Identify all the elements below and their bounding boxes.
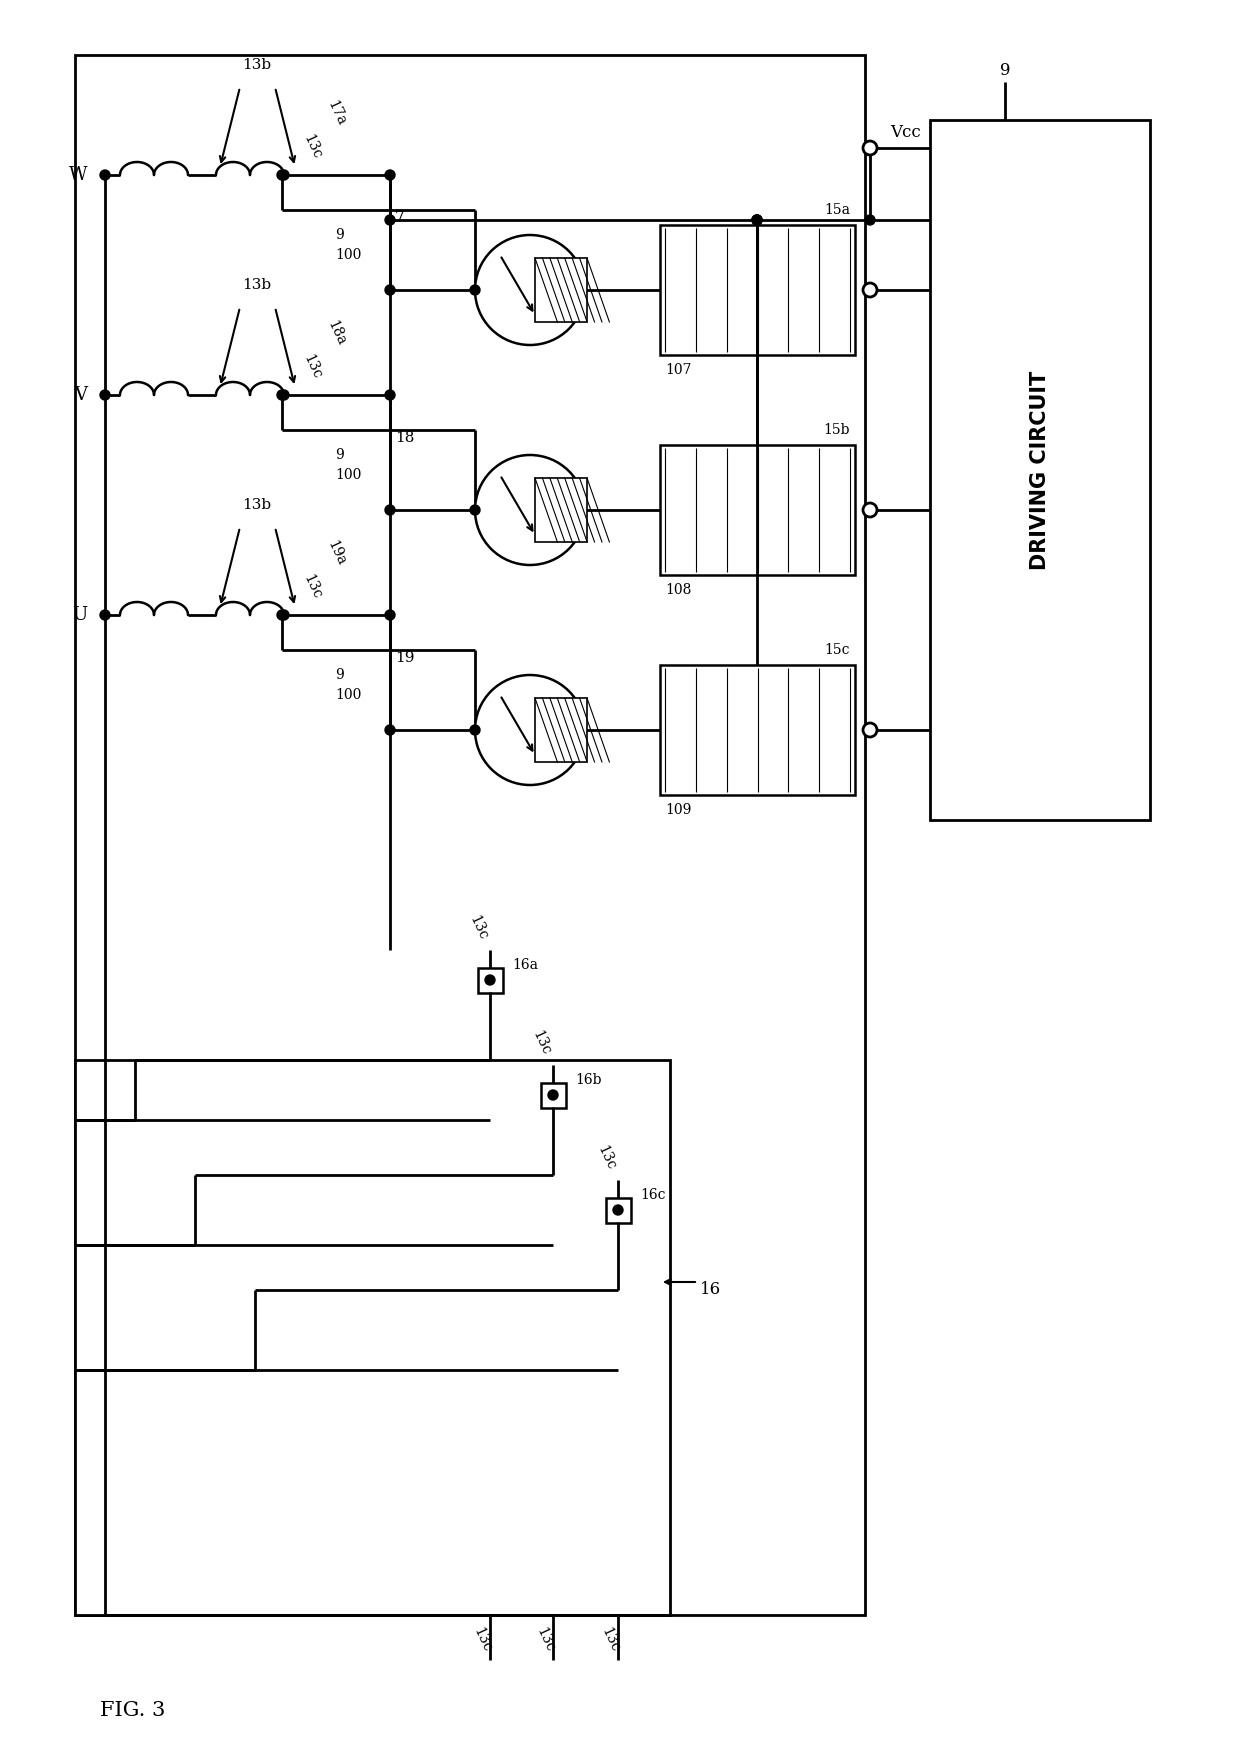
Bar bbox=[660, 666, 856, 795]
Text: 13c: 13c bbox=[529, 1028, 553, 1058]
Bar bbox=[660, 225, 856, 356]
Text: 13c: 13c bbox=[300, 132, 324, 162]
Text: 107: 107 bbox=[665, 363, 692, 376]
Text: 13c: 13c bbox=[300, 572, 324, 601]
Circle shape bbox=[613, 1204, 622, 1215]
Text: 13c: 13c bbox=[598, 1626, 621, 1654]
Circle shape bbox=[470, 725, 480, 736]
Circle shape bbox=[751, 214, 763, 225]
Circle shape bbox=[100, 610, 110, 621]
Circle shape bbox=[384, 505, 396, 514]
Text: 16a: 16a bbox=[512, 959, 538, 973]
Circle shape bbox=[863, 723, 877, 737]
Text: W: W bbox=[68, 166, 87, 185]
Text: 13c: 13c bbox=[470, 1626, 494, 1654]
Circle shape bbox=[100, 390, 110, 399]
Bar bbox=[660, 444, 856, 575]
Bar bbox=[74, 56, 866, 1616]
Text: 16: 16 bbox=[699, 1281, 720, 1299]
Circle shape bbox=[277, 390, 286, 399]
Text: 15a: 15a bbox=[825, 202, 849, 216]
Circle shape bbox=[100, 171, 110, 180]
Text: 15c: 15c bbox=[825, 643, 849, 657]
Circle shape bbox=[751, 214, 763, 225]
Text: 17a: 17a bbox=[324, 98, 348, 127]
Circle shape bbox=[279, 610, 289, 621]
Text: U: U bbox=[72, 607, 87, 624]
Text: 9: 9 bbox=[335, 448, 343, 462]
Text: Vcc: Vcc bbox=[890, 124, 921, 141]
Text: 9: 9 bbox=[335, 668, 343, 682]
Circle shape bbox=[384, 171, 396, 180]
Circle shape bbox=[475, 455, 585, 565]
Circle shape bbox=[384, 725, 396, 736]
Bar bbox=[541, 1082, 565, 1109]
Circle shape bbox=[470, 286, 480, 295]
Text: 19: 19 bbox=[396, 650, 414, 666]
Circle shape bbox=[751, 214, 763, 225]
Text: 13c: 13c bbox=[594, 1143, 618, 1173]
Text: 100: 100 bbox=[335, 469, 361, 483]
Text: 7: 7 bbox=[396, 211, 404, 225]
Circle shape bbox=[548, 1089, 558, 1100]
Text: 100: 100 bbox=[335, 688, 361, 702]
Text: 18: 18 bbox=[396, 431, 414, 444]
Text: 19a: 19a bbox=[324, 539, 348, 568]
Circle shape bbox=[485, 974, 495, 985]
Text: 9: 9 bbox=[335, 228, 343, 242]
Circle shape bbox=[475, 675, 585, 784]
Circle shape bbox=[277, 171, 286, 180]
Circle shape bbox=[863, 504, 877, 518]
Text: 13b: 13b bbox=[243, 277, 272, 293]
Bar bbox=[930, 120, 1149, 819]
Text: FIG. 3: FIG. 3 bbox=[100, 1701, 165, 1720]
Circle shape bbox=[863, 141, 877, 155]
Circle shape bbox=[384, 390, 396, 399]
Text: V: V bbox=[74, 385, 87, 404]
Circle shape bbox=[470, 505, 480, 514]
Text: 13c: 13c bbox=[466, 913, 490, 943]
Bar bbox=[74, 1060, 670, 1616]
Text: 9: 9 bbox=[999, 61, 1011, 78]
Text: 13b: 13b bbox=[243, 498, 272, 512]
Circle shape bbox=[866, 214, 875, 225]
Text: 13b: 13b bbox=[243, 58, 272, 71]
Text: 108: 108 bbox=[665, 582, 692, 598]
Bar bbox=[606, 1197, 631, 1224]
Text: 13c: 13c bbox=[300, 352, 324, 382]
Circle shape bbox=[279, 171, 289, 180]
Bar bbox=[534, 697, 587, 762]
Circle shape bbox=[384, 286, 396, 295]
Text: 100: 100 bbox=[335, 248, 361, 261]
Text: DRIVING CIRCUIT: DRIVING CIRCUIT bbox=[1030, 370, 1050, 570]
Circle shape bbox=[475, 235, 585, 345]
Text: 15b: 15b bbox=[823, 424, 849, 437]
Circle shape bbox=[277, 610, 286, 621]
Text: 109: 109 bbox=[665, 804, 692, 817]
Bar bbox=[477, 967, 503, 994]
Circle shape bbox=[384, 610, 396, 621]
Bar bbox=[534, 258, 587, 322]
Bar bbox=[534, 478, 587, 542]
Text: 16c: 16c bbox=[640, 1189, 666, 1203]
Text: 13c: 13c bbox=[533, 1626, 557, 1654]
Circle shape bbox=[863, 282, 877, 296]
Circle shape bbox=[384, 214, 396, 225]
Text: 18a: 18a bbox=[324, 319, 348, 349]
Circle shape bbox=[279, 390, 289, 399]
Text: 16b: 16b bbox=[575, 1074, 601, 1088]
